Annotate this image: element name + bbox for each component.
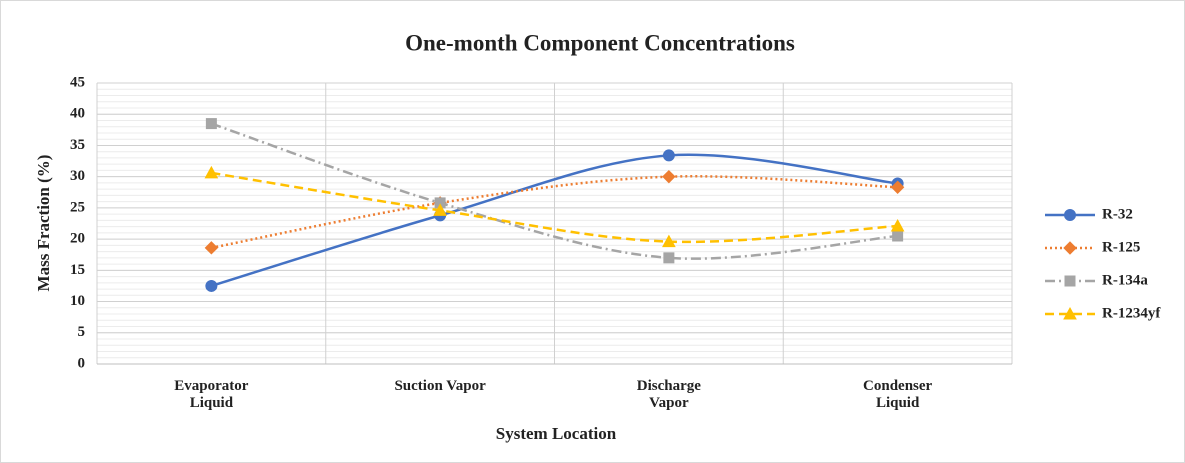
y-tick-label: 25 — [70, 199, 85, 215]
marker — [1064, 275, 1076, 287]
y-tick-label: 30 — [70, 168, 85, 184]
x-tick-label: Discharge Vapor — [636, 378, 701, 411]
marker — [205, 118, 217, 130]
legend-label: R-1234yf — [1102, 305, 1161, 321]
marker — [890, 218, 905, 232]
series — [204, 165, 905, 248]
marker — [662, 149, 675, 162]
legend-label: R-32 — [1102, 206, 1133, 222]
marker — [204, 241, 219, 255]
x-tick-label: Suction Vapor — [394, 378, 486, 394]
marker — [204, 165, 219, 179]
x-tick-label: Evaporator Liquid — [174, 378, 249, 411]
y-tick-label: 10 — [70, 293, 85, 309]
y-tick-label: 35 — [70, 137, 85, 153]
legend-item: R-134a — [1045, 272, 1148, 288]
marker — [1063, 241, 1077, 255]
y-axis-title: Mass Fraction (%) — [34, 155, 53, 292]
series-line — [211, 171, 898, 244]
legend-label: R-125 — [1102, 239, 1140, 255]
marker — [890, 180, 905, 194]
marker — [433, 203, 447, 216]
y-tick-label: 5 — [78, 324, 86, 340]
legend-label: R-134a — [1102, 272, 1148, 288]
legend-item: R-1234yf — [1045, 305, 1161, 321]
y-tick-label: 20 — [70, 231, 85, 247]
marker — [1063, 306, 1077, 320]
series-line — [211, 153, 898, 288]
x-tick-label: Condenser Liquid — [863, 378, 933, 411]
x-axis-title: System Location — [496, 424, 617, 443]
y-tick-label: 40 — [70, 106, 85, 122]
series-line — [210, 122, 898, 260]
y-tick-label: 0 — [78, 355, 86, 371]
chart-title: One-month Component Concentrations — [405, 30, 795, 55]
marker — [1064, 209, 1076, 221]
y-tick-label: 45 — [70, 74, 85, 90]
legend-item: R-125 — [1045, 239, 1140, 255]
marker — [663, 252, 675, 264]
marker — [662, 169, 676, 184]
marker — [662, 234, 676, 248]
marker — [205, 279, 218, 292]
legend-item: R-32 — [1045, 206, 1133, 222]
marker — [892, 230, 904, 242]
y-tick-label: 15 — [70, 262, 85, 278]
